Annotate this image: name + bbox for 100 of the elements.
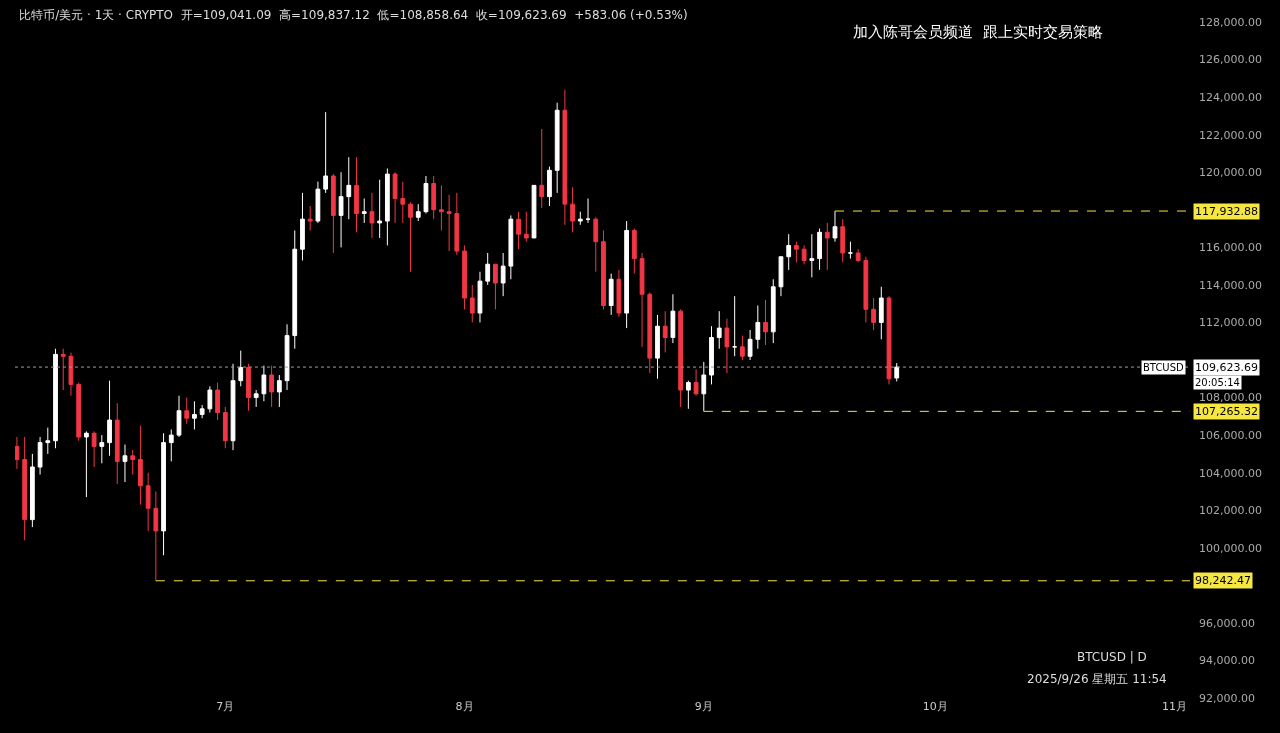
candlestick [29, 453, 35, 528]
candlestick [138, 425, 143, 506]
candlestick [701, 361, 707, 412]
candlestick [593, 216, 599, 273]
candlestick [547, 166, 552, 207]
candlestick [848, 241, 853, 260]
candlestick [307, 205, 313, 231]
candlestick [15, 436, 20, 470]
candlestick [871, 297, 876, 331]
candlestick [446, 194, 452, 252]
candlestick [878, 286, 884, 340]
candlestick [539, 128, 545, 209]
candlestick [400, 181, 406, 224]
x-tick-label: 10月 [922, 700, 948, 713]
candlestick [809, 233, 815, 278]
candlestick [786, 233, 792, 271]
candlestick [639, 252, 645, 348]
candlestick [153, 490, 159, 582]
candlestick [431, 175, 437, 220]
y-tick-label: 102,000.00 [1199, 504, 1262, 518]
candlestick [76, 382, 82, 442]
y-tick-label: 114,000.00 [1199, 278, 1262, 292]
ref-line-label: 117,932.88 [1195, 205, 1258, 218]
candlestick [631, 228, 637, 275]
candlestick [222, 406, 228, 449]
candlestick [755, 305, 761, 350]
candlestick [330, 173, 336, 254]
candlestick [577, 211, 583, 226]
candlestick [261, 365, 267, 402]
candlestick [493, 263, 498, 310]
x-tick-label: 8月 [455, 700, 474, 713]
y-tick-label: 128,000.00 [1199, 15, 1262, 29]
candlestick [284, 323, 290, 391]
y-tick-label: 106,000.00 [1199, 428, 1262, 442]
ref-line-label: 109,623.69 [1195, 361, 1258, 374]
candlestick [369, 192, 375, 239]
candlestick [855, 248, 861, 263]
candlestick [608, 273, 614, 316]
candlestick [45, 427, 51, 455]
candlestick [554, 102, 560, 194]
y-tick-label: 112,000.00 [1199, 316, 1262, 330]
candlestick [230, 363, 236, 451]
annotation: 加入陈哥会员频道 跟上实时交易策略 [853, 23, 1103, 41]
candlestick [485, 252, 491, 286]
candlestick [292, 229, 298, 350]
candlestick [354, 156, 359, 233]
candlestick [685, 380, 691, 410]
candlestick [361, 198, 367, 224]
y-tick-label: 92,000.00 [1199, 691, 1255, 705]
candlestick [693, 368, 699, 397]
candlestick [778, 256, 784, 297]
candlestick [415, 203, 421, 222]
candlestick [392, 171, 398, 224]
y-tick-label: 116,000.00 [1199, 241, 1262, 255]
candlestick [616, 269, 622, 318]
candlestick [192, 400, 197, 430]
candlestick [439, 184, 444, 231]
candlestick [678, 308, 684, 408]
candlestick [114, 402, 120, 485]
candlestick [408, 201, 413, 273]
candlestick [894, 362, 900, 382]
y-tick-label: 100,000.00 [1199, 541, 1262, 555]
y-tick-label: 94,000.00 [1199, 654, 1255, 668]
candlestick [716, 310, 722, 350]
candlestick [570, 186, 575, 233]
candlestick [253, 389, 259, 408]
candlestick [624, 220, 630, 329]
candlestick [176, 395, 182, 438]
candlestick [863, 256, 869, 323]
candlestick [346, 156, 352, 220]
candlestick [238, 350, 244, 387]
candlestick [53, 348, 58, 449]
candlestick [161, 432, 166, 556]
candlestick [469, 284, 475, 323]
y-tick-label: 124,000.00 [1199, 90, 1262, 104]
candlestick [199, 404, 205, 419]
x-tick-label: 7月 [216, 700, 235, 713]
candlestick [562, 89, 568, 226]
candlestick [747, 329, 753, 361]
annotation: 2025/9/26 星期五 11:54 [1027, 672, 1167, 686]
ref-line-label: 107,265.32 [1195, 405, 1258, 418]
candlestick [523, 211, 529, 243]
y-tick-label: 126,000.00 [1199, 53, 1262, 67]
y-tick-label: 104,000.00 [1199, 466, 1262, 480]
candlestick [724, 318, 730, 374]
y-tick-label: 96,000.00 [1199, 616, 1255, 630]
candlestick [531, 184, 537, 239]
candlestick [801, 244, 807, 265]
candlestick [655, 314, 660, 380]
candlestick [516, 211, 521, 250]
candlestick [886, 295, 892, 385]
candlestick [60, 348, 66, 391]
candlestick [763, 299, 768, 346]
candlestick [601, 229, 606, 310]
candlestick [508, 214, 514, 280]
candlestick [732, 295, 738, 357]
candlestick [22, 436, 28, 541]
candlestick [276, 374, 282, 408]
y-tick-label: 120,000.00 [1199, 166, 1262, 180]
annotation: BTCUSD | D [1077, 650, 1147, 664]
